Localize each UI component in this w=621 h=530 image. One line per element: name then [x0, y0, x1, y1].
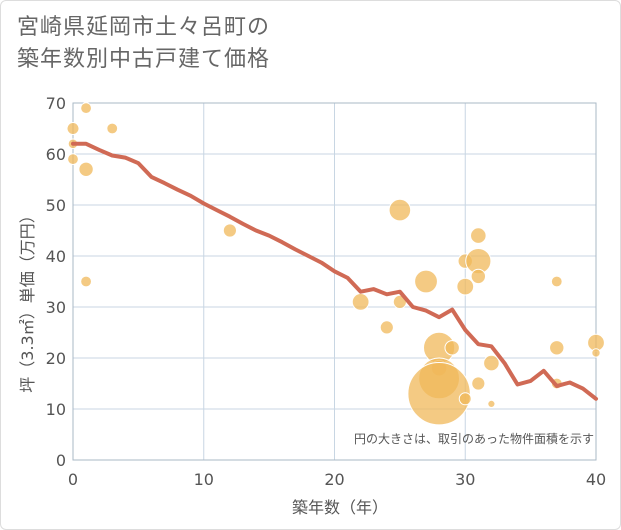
bubble-point — [550, 275, 563, 288]
y-tick-label: 40 — [46, 247, 66, 266]
plot-frame — [72, 102, 597, 461]
y-tick-label: 60 — [46, 145, 66, 164]
bubble-point — [471, 376, 486, 391]
y-tick-label: 20 — [46, 349, 66, 368]
bubble-point — [458, 392, 472, 406]
tick-labels: 0 10 20 30 40 50 60 70 0 10 20 30 40 — [46, 94, 607, 489]
bubble-point — [414, 269, 438, 294]
bubble-point — [444, 340, 460, 356]
x-tick-label: 30 — [455, 470, 475, 489]
bubble-series — [66, 102, 605, 426]
y-tick-label: 0 — [56, 451, 66, 470]
average-price-line — [71, 141, 598, 401]
average-line-series — [71, 141, 598, 401]
bubble-point — [591, 348, 601, 358]
bubble-point — [407, 362, 471, 426]
bubble-point — [549, 340, 565, 356]
bubble-point — [80, 275, 92, 288]
grid-lines — [73, 103, 596, 460]
bubble-point — [470, 268, 487, 285]
bubble-point — [487, 399, 496, 408]
x-tick-label: 10 — [194, 470, 214, 489]
y-tick-label: 30 — [46, 298, 66, 317]
bubble-point — [106, 122, 119, 135]
bubble-point — [222, 223, 237, 238]
x-tick-label: 20 — [324, 470, 344, 489]
bubble-size-note: 円の大きさは、取引のあった物件面積を示す — [354, 431, 594, 446]
bubble-point — [388, 198, 412, 222]
bubble-point — [470, 227, 487, 244]
chart-title-line2: 築年数別中古戸建て価格 — [17, 47, 271, 72]
bubble-point — [80, 102, 92, 114]
x-tick-label: 0 — [68, 470, 78, 489]
bubble-point — [78, 161, 94, 178]
y-tick-label: 70 — [46, 94, 66, 113]
y-axis-label: 坪（3.3㎡）単価（万円） — [18, 207, 37, 392]
chart-title: 宮崎県延岡市土々呂町の 築年数別中古戸建て価格 — [17, 12, 270, 76]
bubble-point — [66, 122, 80, 135]
x-tick-label: 40 — [586, 470, 606, 489]
bubble-point — [456, 277, 475, 296]
bubble-point — [67, 153, 79, 166]
x-axis-label: 築年数（年） — [292, 498, 388, 517]
bubble-point — [483, 354, 500, 372]
y-tick-label: 10 — [46, 400, 66, 419]
chart-title-line1: 宮崎県延岡市土々呂町の — [17, 15, 271, 40]
bubble-point — [351, 293, 370, 311]
bubble-point — [379, 320, 394, 335]
y-tick-label: 50 — [46, 196, 66, 215]
